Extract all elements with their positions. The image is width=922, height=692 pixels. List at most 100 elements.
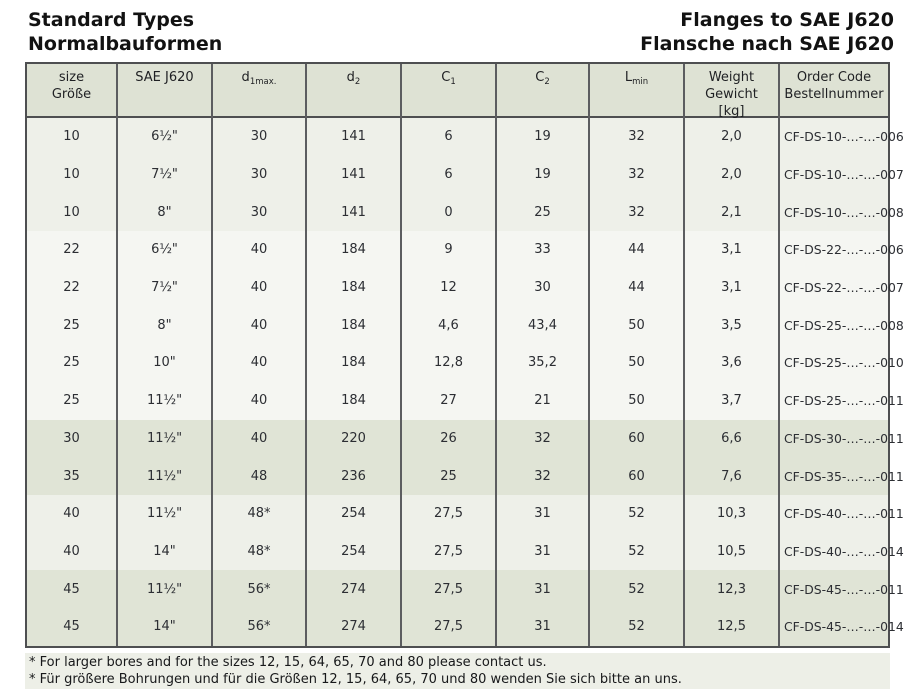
cell-weight: 7,6 [685,457,780,495]
cell-weight: 3,7 [685,381,780,420]
cell-d2: 236 [307,457,402,495]
table-row: 10 8" 30 141 0 25 32 2,1 CF-DS-10-…-…-00… [27,193,904,232]
table-row: 22 7½" 40 184 12 30 44 3,1 CF-DS-22-…-…-… [27,268,904,307]
cell-size: 45 [27,607,118,646]
cell-order-code: CF-DS-25-…-…-011 [784,393,904,409]
cell-c1: 6 [402,118,497,156]
cell-sae-j620: 8" [118,306,213,345]
cell-c1: 27,5 [402,570,497,608]
cell-c2: 32 [497,457,590,495]
cell-size: 35 [27,457,118,495]
cell-d1max: 56* [213,570,307,608]
col-header-order-code-en: Order Code [796,70,872,85]
table-row: 45 11½" 56* 274 27,5 31 52 12,3 CF-DS-45… [27,570,904,608]
cell-size: 22 [27,231,118,269]
cell-lmin: 32 [590,155,685,194]
cell-sae-j620: 14" [118,607,213,646]
cell-weight: 10,3 [685,494,780,533]
cell-size: 22 [27,268,118,307]
cell-order-code: CF-DS-45-…-…-014 [784,619,904,635]
footnotes: * For larger bores and for the sizes 12,… [25,653,890,689]
col-header-d2-sub: 2 [354,77,361,87]
cell-c2: 32 [497,419,590,458]
cell-weight: 12,5 [685,607,780,646]
table-row: 22 6½" 40 184 9 33 44 3,1 CF-DS-22-…-…-0… [27,231,904,269]
cell-d1max: 48* [213,532,307,571]
cell-lmin: 52 [590,607,685,646]
cell-weight: 10,5 [685,532,780,571]
cell-lmin: 50 [590,306,685,345]
table-row: 40 14" 48* 254 27,5 31 52 10,5 CF-DS-40-… [27,532,904,571]
cell-c1: 27,5 [402,532,497,571]
col-header-lmin-base: L [624,70,633,85]
table-row: 45 14" 56* 274 27,5 31 52 12,5 CF-DS-45-… [27,607,904,646]
cell-d1max: 40 [213,231,307,269]
cell-c2: 25 [497,193,590,232]
cell-weight: 3,1 [685,268,780,307]
cell-c2: 30 [497,268,590,307]
cell-lmin: 52 [590,494,685,533]
title-left-block: Standard Types Normalbauformen [28,8,222,56]
cell-d2: 274 [307,570,402,608]
col-header-sae-j620: SAE J620 [118,64,213,120]
col-header-c1-sub: 1 [450,77,456,87]
cell-sae-j620: 11½" [118,381,213,420]
col-header-size-de: Größe [51,87,92,102]
cell-c2: 43,4 [497,306,590,345]
cell-d1max: 40 [213,306,307,345]
cell-order-code: CF-DS-25-…-…-008 [784,317,904,333]
title-flanges-sae: Flanges to SAE J620 [680,9,894,31]
cell-order-code: CF-DS-10-…-…-007 [784,167,904,183]
cell-lmin: 44 [590,231,685,269]
cell-c2: 21 [497,381,590,420]
cell-sae-j620: 7½" [118,268,213,307]
cell-size: 10 [27,155,118,194]
col-header-c1-base: C [441,70,451,85]
table-row: 30 11½" 40 220 26 32 60 6,6 CF-DS-30-…-…… [27,419,904,458]
cell-d2: 220 [307,419,402,458]
cell-order-code: CF-DS-35-…-…-011 [784,468,904,484]
cell-weight: 6,6 [685,419,780,458]
table-row: 10 7½" 30 141 6 19 32 2,0 CF-DS-10-…-…-0… [27,155,904,194]
cell-lmin: 44 [590,268,685,307]
cell-sae-j620: 11½" [118,457,213,495]
cell-d1max: 48* [213,494,307,533]
col-header-weight: Weight Gewicht [kg] [685,64,780,120]
cell-d1max: 30 [213,118,307,156]
cell-lmin: 50 [590,344,685,382]
table-row: 10 6½" 30 141 6 19 32 2,0 CF-DS-10-…-…-0… [27,118,904,156]
cell-c1: 27 [402,381,497,420]
cell-order-code: CF-DS-10-…-…-006 [784,129,904,145]
cell-c1: 25 [402,457,497,495]
cell-sae-j620: 14" [118,532,213,571]
cell-c1: 6 [402,155,497,194]
cell-c1: 9 [402,231,497,269]
cell-order-code: CF-DS-40-…-…-011 [784,506,904,522]
title-flansche-sae: Flansche nach SAE J620 [640,33,894,55]
cell-c2: 31 [497,570,590,608]
cell-weight: 2,0 [685,118,780,156]
cell-c2: 31 [497,532,590,571]
cell-lmin: 52 [590,532,685,571]
col-header-d2-base: d [346,70,355,85]
cell-d2: 141 [307,155,402,194]
cell-sae-j620: 10" [118,344,213,382]
cell-size: 40 [27,494,118,533]
cell-lmin: 60 [590,419,685,458]
cell-sae-j620: 11½" [118,494,213,533]
cell-sae-j620: 6½" [118,231,213,269]
cell-c1: 27,5 [402,494,497,533]
cell-d2: 184 [307,381,402,420]
table-row: 40 11½" 48* 254 27,5 31 52 10,3 CF-DS-40… [27,494,904,533]
col-header-weight-en: Weight [708,70,755,85]
cell-weight: 12,3 [685,570,780,608]
cell-lmin: 60 [590,457,685,495]
cell-size: 10 [27,193,118,232]
col-header-order-code: Order Code Bestellnummer [780,64,888,120]
cell-d1max: 40 [213,344,307,382]
dimension-table: size Größe SAE J620 d1max. d2 C1 C2 Lmin [25,62,904,648]
cell-c2: 19 [497,118,590,156]
cell-order-code: CF-DS-22-…-…-006 [784,242,904,258]
cell-order-code: CF-DS-45-…-…-011 [784,581,904,597]
col-header-weight-unit: [kg] [718,104,745,119]
